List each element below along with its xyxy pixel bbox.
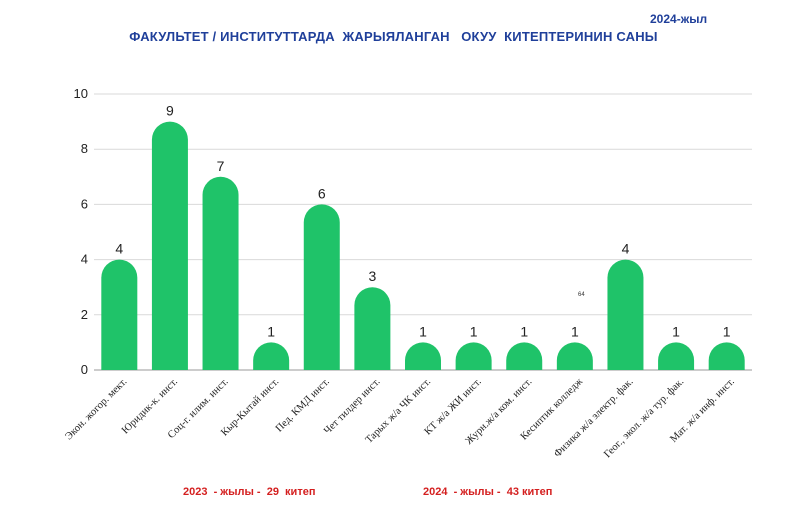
bar <box>708 342 745 370</box>
data-label: 3 <box>368 268 376 284</box>
data-label: 1 <box>571 323 579 339</box>
category-label: Экон. жогор. мект. <box>63 376 129 442</box>
bar <box>202 176 239 370</box>
bar <box>506 342 543 370</box>
y-tick-label: 2 <box>81 307 88 322</box>
y-tick-label: 6 <box>81 196 88 211</box>
data-labels: 4 9 7 1 6 3 1 1 1 1 4 1 1 <box>115 103 730 340</box>
data-label: 6 <box>318 185 326 201</box>
data-label: 1 <box>520 323 528 339</box>
chart-title: ФАКУЛЬТЕТ / ИНСТИТУТТАРДА ЖАРЫЯЛАНГАН ОК… <box>129 29 658 44</box>
data-label: 1 <box>419 323 427 339</box>
bar <box>354 287 391 370</box>
data-label: 4 <box>622 241 630 257</box>
data-label: 1 <box>672 323 680 339</box>
y-tick-label: 10 <box>74 86 88 101</box>
data-label: 1 <box>470 323 478 339</box>
category-label: Пед. КМД инст. <box>274 376 332 434</box>
data-label: 1 <box>267 323 275 339</box>
bar <box>607 259 644 370</box>
y-tick-label: 4 <box>81 252 88 267</box>
data-label: 7 <box>217 158 225 174</box>
category-labels: Экон. жогор. мект.Юридик-к. инст.Соц-г. … <box>63 376 736 460</box>
bars <box>101 121 745 370</box>
footer-2024: 2024 - жылы - 43 китеп <box>423 486 553 498</box>
bar <box>455 342 492 370</box>
y-axis-ticks: 0 2 4 6 8 10 <box>74 86 88 377</box>
data-label: 9 <box>166 103 174 119</box>
bar <box>405 342 441 370</box>
footer-2023: 2023 - жылы - 29 китеп <box>183 486 316 498</box>
bar <box>556 342 593 370</box>
bar <box>303 204 340 370</box>
stray-note: 64 <box>578 292 585 298</box>
bar <box>658 342 695 370</box>
bar <box>151 121 188 370</box>
data-label: 1 <box>723 323 731 339</box>
year-tag: 2024-жыл <box>650 12 708 26</box>
data-label: 4 <box>115 241 123 257</box>
y-tick-label: 0 <box>81 362 88 377</box>
y-tick-label: 8 <box>81 141 88 156</box>
bar <box>253 342 290 370</box>
bar <box>101 259 138 370</box>
